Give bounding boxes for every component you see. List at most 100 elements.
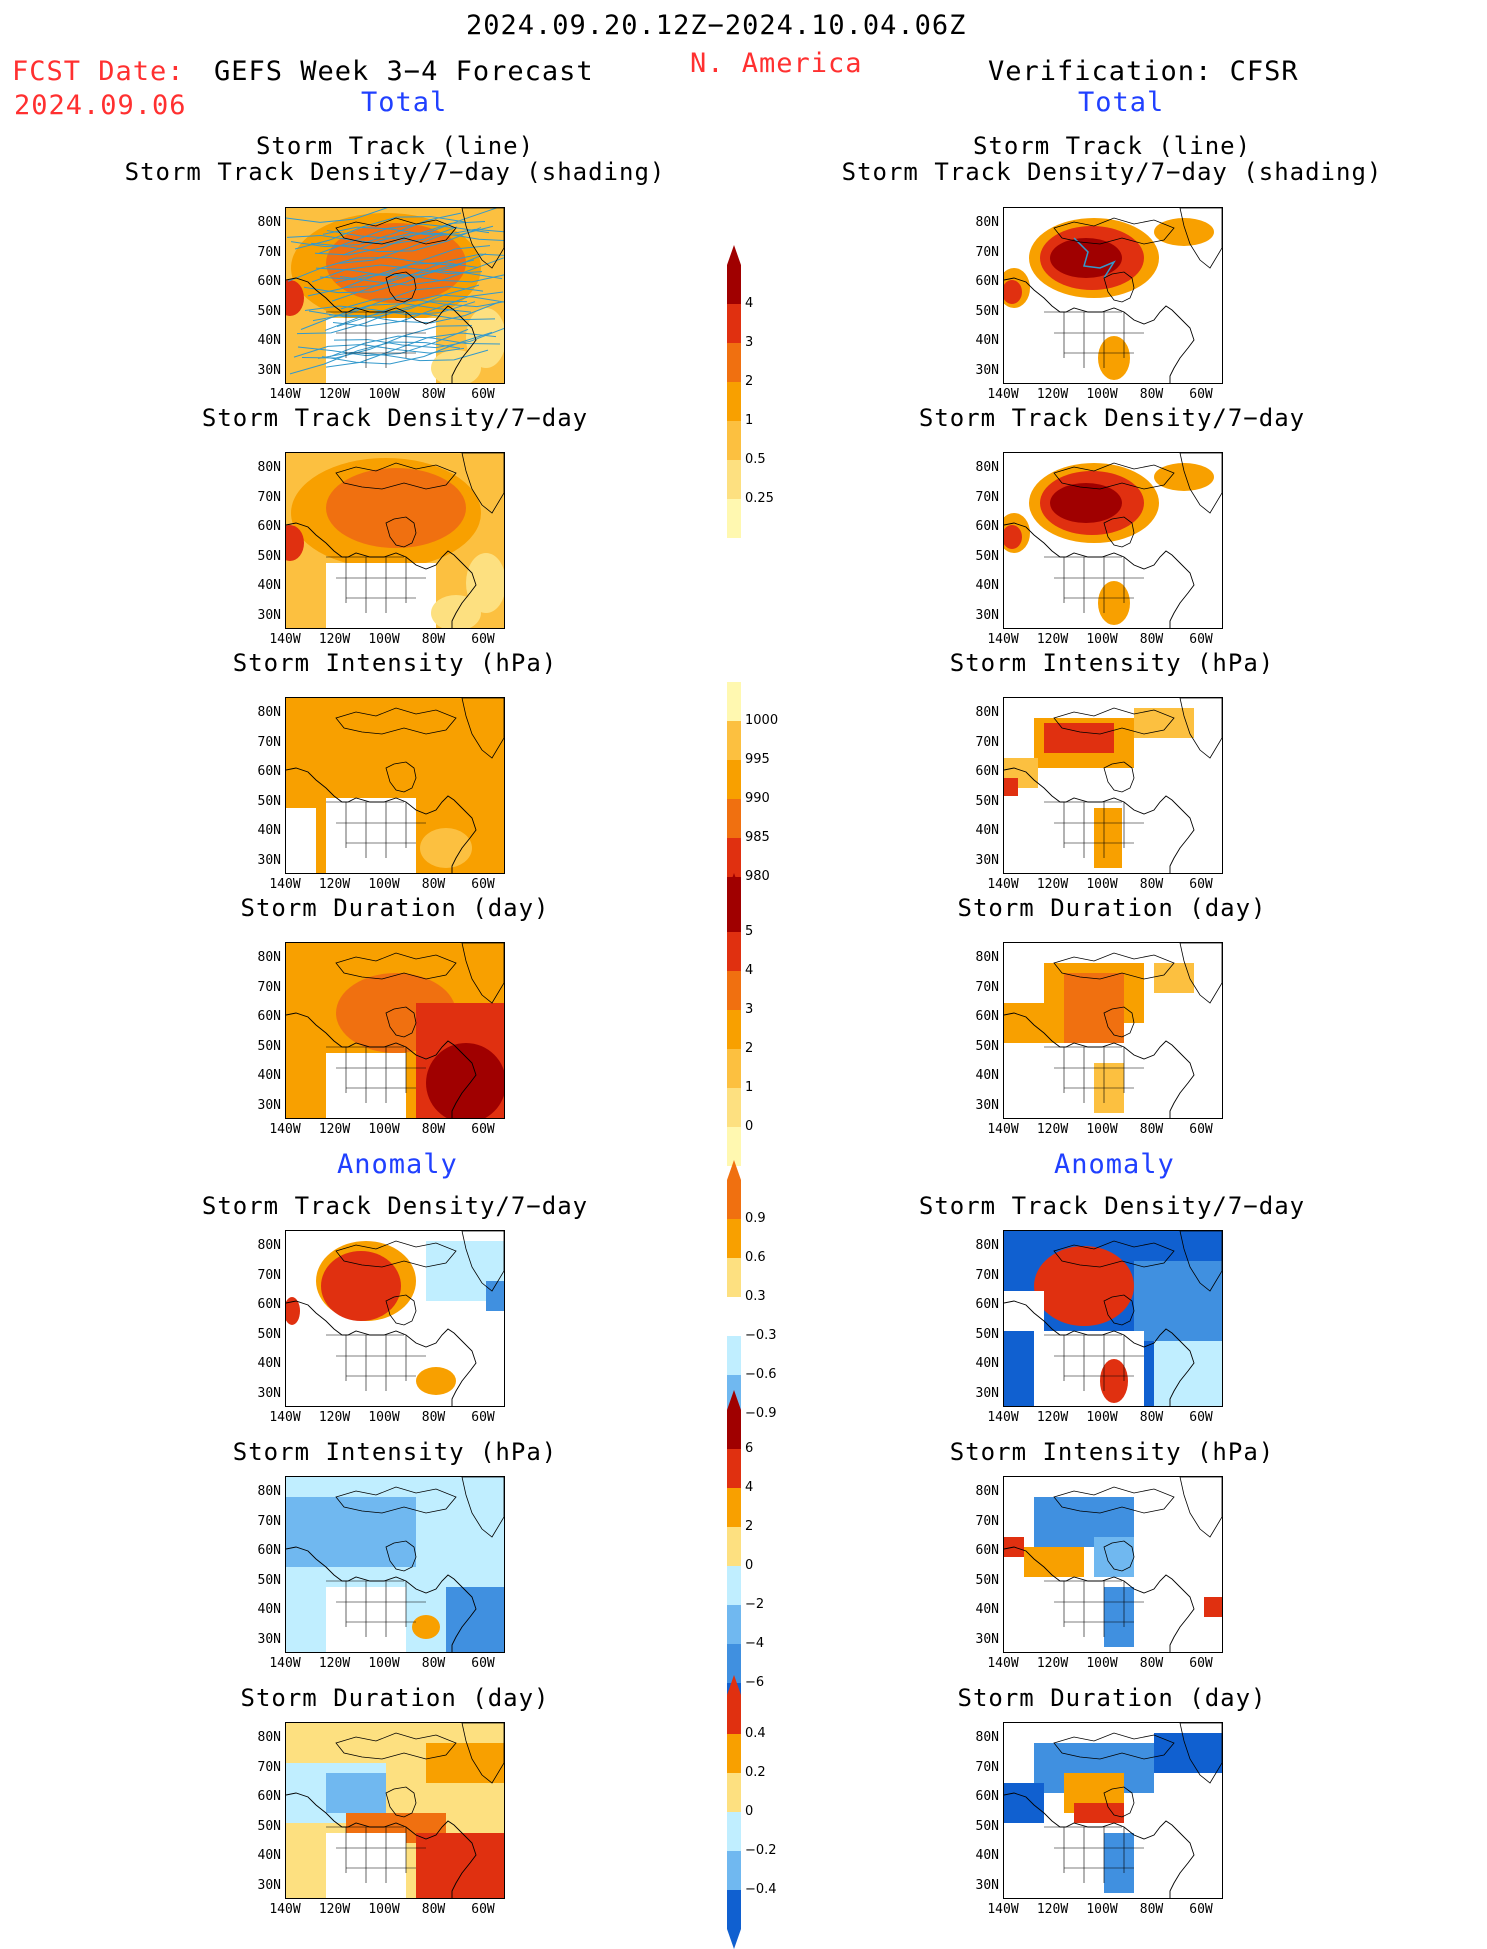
lon-tick-label: 60W — [471, 1410, 495, 1425]
colorbar-tick-label: 3 — [745, 335, 754, 350]
title-density-anom-right: Storm Track Density/7−day — [918, 1192, 1306, 1220]
lat-tick-label: 50N — [975, 1818, 999, 1834]
lat-tick-label: 60N — [257, 1297, 281, 1312]
lat-tick-label: 30N — [257, 362, 281, 378]
shading-region — [446, 1587, 504, 1652]
storm-track-line — [317, 349, 489, 362]
lat-tick-label: 50N — [975, 303, 999, 319]
colorbar-segment — [727, 799, 741, 838]
shading-region — [466, 308, 504, 368]
shading-region — [326, 1773, 386, 1813]
lat-tick-label: 40N — [257, 578, 281, 593]
coastline — [1053, 1240, 1175, 1268]
title-track-shading-right: Storm Track Density/7−day (shading) — [841, 158, 1383, 186]
lon-tick-label: 120W — [1036, 632, 1069, 647]
storm-track-line — [314, 220, 486, 256]
state-borders — [326, 1046, 426, 1103]
colorbar-segment — [727, 1049, 741, 1088]
shading-region — [326, 798, 416, 873]
map-panel-forecast-fDensity — [285, 452, 505, 629]
coastline — [1004, 1300, 1195, 1406]
lat-tick-label: 30N — [975, 1877, 999, 1893]
map-field-svg — [286, 698, 504, 873]
lat-tick-label: 50N — [975, 1572, 999, 1588]
map-field-svg — [1004, 1231, 1222, 1406]
colorbar-tick-label: 0.5 — [745, 452, 766, 467]
lon-tick-label: 100W — [1086, 1122, 1118, 1137]
lat-tick-label: 50N — [975, 1038, 999, 1054]
colorbar-tick-label: 0 — [745, 1804, 754, 1819]
lat-tick-label: 40N — [975, 823, 999, 838]
fcst-date-label: FCST Date: — [12, 56, 185, 87]
state-borders — [326, 311, 426, 368]
shading-region — [1024, 1547, 1084, 1577]
title-duration-right: Storm Duration (day) — [957, 894, 1267, 922]
coastline — [1004, 1012, 1195, 1118]
lat-tick-label: 30N — [257, 1097, 281, 1113]
lat-tick-label: 80N — [257, 460, 281, 475]
lat-tick-label: 60N — [257, 1789, 281, 1804]
lat-tick-label: 40N — [975, 1602, 999, 1617]
coastline — [461, 1477, 504, 1538]
lon-tick-label: 60W — [1189, 1122, 1213, 1137]
lat-tick-label: 80N — [975, 705, 999, 720]
lon-tick-label: 140W — [269, 877, 301, 892]
colorbar-segment — [727, 1566, 741, 1605]
right-anomaly-label: Anomaly — [1054, 1149, 1175, 1180]
shading-region — [1004, 525, 1022, 549]
coastline — [1053, 1486, 1175, 1514]
colorbar-tick-label: 1000 — [745, 713, 779, 728]
lon-tick-label: 100W — [1086, 632, 1118, 647]
lat-tick-label: 70N — [975, 734, 999, 750]
colorbar-segment — [727, 682, 741, 721]
shading-region — [1034, 1331, 1144, 1406]
lon-tick-label: 120W — [318, 1656, 351, 1671]
colorbar-density_total — [727, 245, 741, 538]
lat-tick-label: 30N — [975, 852, 999, 868]
lon-tick-label: 140W — [987, 1902, 1019, 1917]
coastline — [1103, 761, 1135, 793]
coastline — [286, 1300, 477, 1406]
coastline — [286, 1792, 477, 1898]
shading-region — [1100, 1359, 1128, 1403]
lon-tick-label: 140W — [987, 877, 1019, 892]
colorbar-segment — [727, 1773, 741, 1812]
colorbar-tick-label: −0.3 — [745, 1328, 777, 1343]
storm-track-line — [318, 223, 490, 254]
coastline — [335, 217, 457, 245]
lon-tick-label: 60W — [471, 387, 495, 402]
lon-tick-label: 140W — [987, 387, 1019, 402]
coastline — [1004, 277, 1195, 383]
lon-tick-label: 60W — [471, 1656, 495, 1671]
shading-region — [412, 1615, 440, 1639]
lat-tick-label: 70N — [975, 244, 999, 260]
storm-track-line — [286, 226, 458, 245]
shading-region — [426, 1043, 504, 1118]
state-borders — [1044, 801, 1144, 858]
colorbar-tick-label: −0.2 — [745, 1843, 777, 1858]
lon-tick-label: 60W — [1189, 1410, 1213, 1425]
lon-tick-label: 80W — [1139, 1902, 1164, 1917]
state-borders — [1044, 1334, 1144, 1391]
storm-track-line — [329, 335, 501, 358]
shading-region — [1098, 336, 1130, 380]
lon-tick-label: 60W — [1189, 877, 1213, 892]
model-title: GEFS Week 3−4 Forecast — [214, 56, 594, 87]
lon-tick-label: 60W — [471, 1122, 495, 1137]
lat-tick-label: 70N — [257, 1759, 281, 1775]
region-label: N. America — [690, 48, 863, 79]
colorbar-cap — [727, 1390, 741, 1410]
lon-tick-label: 60W — [1189, 1902, 1213, 1917]
state-borders — [1044, 1046, 1144, 1103]
lon-tick-label: 100W — [368, 387, 400, 402]
colorbar-segment — [727, 1410, 741, 1449]
colorbar-tick-label: −0.9 — [745, 1406, 777, 1421]
colorbar-tick-label: −6 — [745, 1675, 765, 1690]
lat-tick-label: 40N — [975, 333, 999, 348]
shading-region — [1134, 1261, 1222, 1341]
colorbar-cap — [727, 1675, 741, 1695]
lon-tick-label: 140W — [269, 1122, 301, 1137]
lon-tick-label: 100W — [368, 877, 400, 892]
coastline — [1103, 271, 1135, 303]
shading-region — [1004, 1003, 1064, 1043]
